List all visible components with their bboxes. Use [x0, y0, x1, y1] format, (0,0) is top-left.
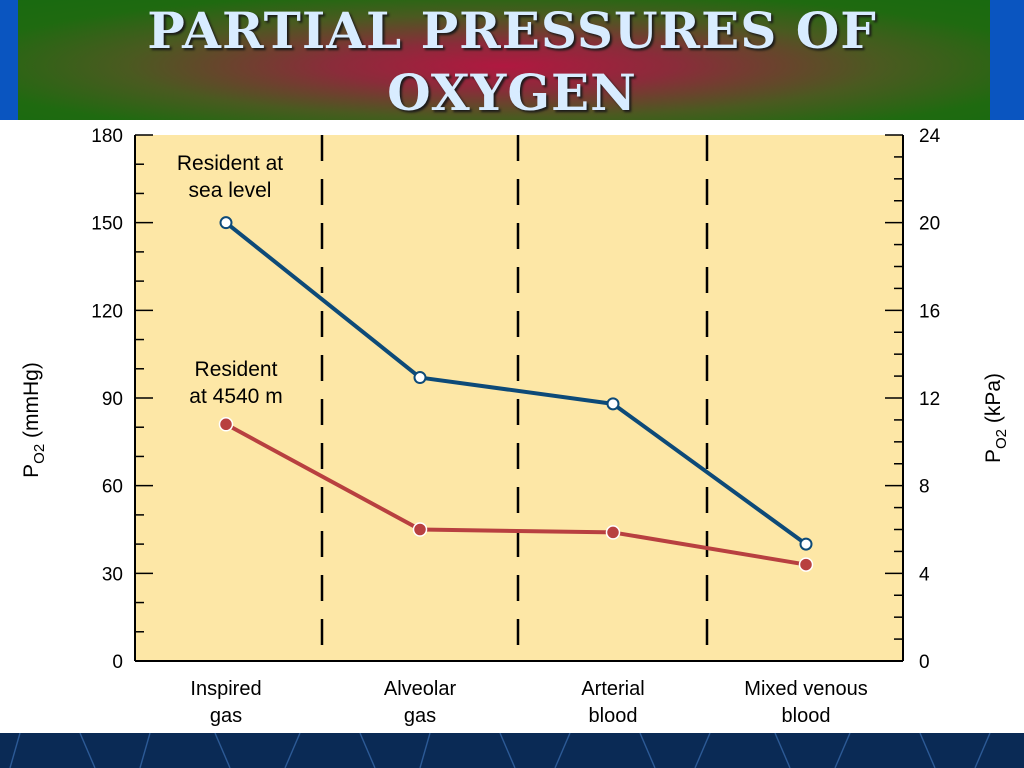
- title-left-accent: [0, 0, 18, 120]
- chart: 0 30 60 90 120 150 180 0 4 8 12 16 20 24 Inspired gas…: [20, 126, 1010, 727]
- right-axis-title: PO2 (kPa): [982, 373, 1010, 463]
- left-tick-label: 30: [102, 564, 123, 585]
- category-label: Mixed venous: [744, 678, 867, 700]
- data-point: [606, 397, 620, 411]
- data-point: [219, 216, 233, 230]
- right-tick-label: 0: [919, 652, 930, 673]
- series-annotation-sea-level-line-1: Resident at: [177, 152, 283, 175]
- footer-band: [0, 733, 1024, 768]
- right-tick-label: 4: [919, 564, 930, 585]
- series-line-2: [225, 422, 807, 567]
- left-axis-title: PO2 (mmHg): [20, 362, 48, 478]
- left-tick-label: 180: [91, 126, 123, 147]
- data-point: [412, 522, 428, 537]
- category-label: gas: [210, 705, 242, 727]
- data-point: [799, 537, 813, 551]
- right-tick-label: 20: [919, 214, 940, 235]
- left-tick-label: 150: [91, 214, 123, 235]
- left-tick-label: 60: [102, 477, 123, 498]
- right-tick-label: 16: [919, 301, 940, 322]
- right-tick-label: 8: [919, 477, 930, 498]
- left-tick-label: 90: [102, 389, 123, 410]
- title-right-accent: [990, 0, 1024, 120]
- category-label: Alveolar: [384, 678, 457, 700]
- series-annotation-sea-level-line-2: sea level: [189, 179, 272, 202]
- slide-title: PARTIAL PRESSURES OF OXYGEN: [0, 0, 1024, 130]
- right-tick-label: 24: [919, 126, 941, 147]
- left-tick-label: 0: [112, 652, 123, 673]
- slide-title-line-1: PARTIAL PRESSURES OF: [147, 1, 877, 60]
- series-lines: [218, 216, 814, 572]
- category-label: Arterial: [581, 678, 644, 700]
- title-banner: [18, 0, 990, 120]
- series-line-1: [224, 221, 808, 546]
- data-point: [413, 371, 427, 385]
- category-label: gas: [404, 705, 436, 727]
- category-labels: Inspired gas Alveolar gas Arterial blood Mixed…: [190, 678, 867, 727]
- category-label: blood: [782, 705, 831, 727]
- data-point: [218, 417, 234, 432]
- category-label: blood: [589, 705, 638, 727]
- left-axis-ticks: 0 30 60 90 120 150 180: [91, 126, 903, 673]
- plot-area: [135, 135, 903, 661]
- right-axis-ticks: 0 4 8 12 16 20 24: [885, 126, 941, 673]
- series-annotation-altitude-line-1: Resident: [195, 358, 278, 381]
- data-point: [605, 525, 621, 540]
- series-annotation-altitude-line-2: at 4540 m: [189, 385, 282, 408]
- data-point: [798, 557, 814, 572]
- right-tick-label: 12: [919, 389, 940, 410]
- category-label: Inspired: [190, 678, 261, 700]
- slide-title-line-2: OXYGEN: [387, 63, 637, 122]
- left-tick-label: 120: [91, 301, 123, 322]
